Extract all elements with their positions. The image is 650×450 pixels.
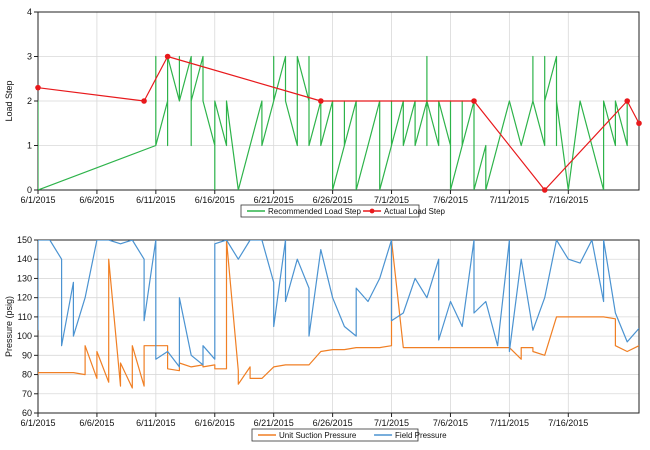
series-point <box>541 187 548 193</box>
x-tick-label: 6/21/2015 <box>254 418 294 428</box>
legend-label: Field Pressure <box>395 431 447 440</box>
x-tick-label: 6/26/2015 <box>313 418 353 428</box>
series-line <box>38 55 628 190</box>
x-tick-label: 6/26/2015 <box>313 195 353 205</box>
x-tick-label: 7/1/2015 <box>374 195 409 205</box>
x-tick-label: 6/16/2015 <box>195 418 235 428</box>
series-point <box>164 53 171 60</box>
legend-box <box>251 428 419 442</box>
x-tick-label: 6/6/2015 <box>79 195 114 205</box>
y-tick-label: 4 <box>27 7 32 17</box>
x-tick-label: 7/6/2015 <box>433 418 468 428</box>
y-tick-label: 0 <box>27 185 32 195</box>
x-tick-label: 6/16/2015 <box>195 195 235 205</box>
x-tick-label: 6/1/2015 <box>20 418 55 428</box>
series-point <box>141 98 147 104</box>
y-tick-label: 80 <box>22 370 32 380</box>
y-tick-label: 1 <box>27 141 32 151</box>
y-tick-label: 70 <box>22 389 32 399</box>
series-point <box>624 98 631 104</box>
legend-label: Unit Suction Pressure <box>279 431 357 440</box>
legend-label: Recommended Load Step <box>268 207 362 216</box>
series-line <box>38 55 639 190</box>
series-point <box>35 84 41 91</box>
x-tick-label: 7/16/2015 <box>548 195 588 205</box>
chart-1: 0 1 2 3 4 6/1/2015 6/6/2015 6/11/2015 6/16/2015 6… <box>4 7 642 218</box>
series-point <box>471 98 477 104</box>
legend-swatch-marker <box>369 208 375 214</box>
chart-2: 60 70 80 90 100 110 120 130 140 150 6/1/2015 6/6/20… <box>4 235 640 442</box>
x-tick-label: 6/21/2015 <box>254 195 294 205</box>
x-tick-label: 7/1/2015 <box>374 418 409 428</box>
y-tick-label: 3 <box>27 52 32 62</box>
x-tick-label: 6/6/2015 <box>79 418 114 428</box>
y-tick-label: 100 <box>17 331 32 341</box>
y-tick-label: 130 <box>17 273 32 283</box>
y-tick-label: 90 <box>22 350 32 360</box>
y-tick-label: 2 <box>27 96 32 106</box>
series-line <box>38 240 639 368</box>
y-axis-title: Load Step <box>4 80 14 121</box>
x-tick-label: 7/11/2015 <box>490 195 529 205</box>
y-tick-label: 150 <box>17 235 32 245</box>
series-point <box>318 98 324 104</box>
y-tick-label: 60 <box>22 408 32 418</box>
legend-box <box>240 204 420 218</box>
y-axis-title: Pressure (psig) <box>4 296 14 357</box>
x-tick-label: 7/6/2015 <box>433 195 468 205</box>
x-tick-label: 6/11/2015 <box>136 195 175 205</box>
x-tick-label: 6/11/2015 <box>136 418 175 428</box>
plot-frame <box>37 239 640 414</box>
x-tick-label: 6/1/2015 <box>20 195 55 205</box>
legend-label: Actual Load Step <box>384 207 445 216</box>
series-line <box>38 240 639 389</box>
y-tick-label: 120 <box>17 293 32 303</box>
series-point <box>636 120 642 127</box>
legend: Recommended Load Step Actual Load Step <box>240 204 446 218</box>
x-tick-label: 7/11/2015 <box>490 418 529 428</box>
legend: Unit Suction Pressure Field Pressure <box>251 428 447 442</box>
y-tick-label: 110 <box>18 312 32 322</box>
x-tick-label: 7/16/2015 <box>548 418 588 428</box>
y-tick-label: 140 <box>17 254 32 264</box>
